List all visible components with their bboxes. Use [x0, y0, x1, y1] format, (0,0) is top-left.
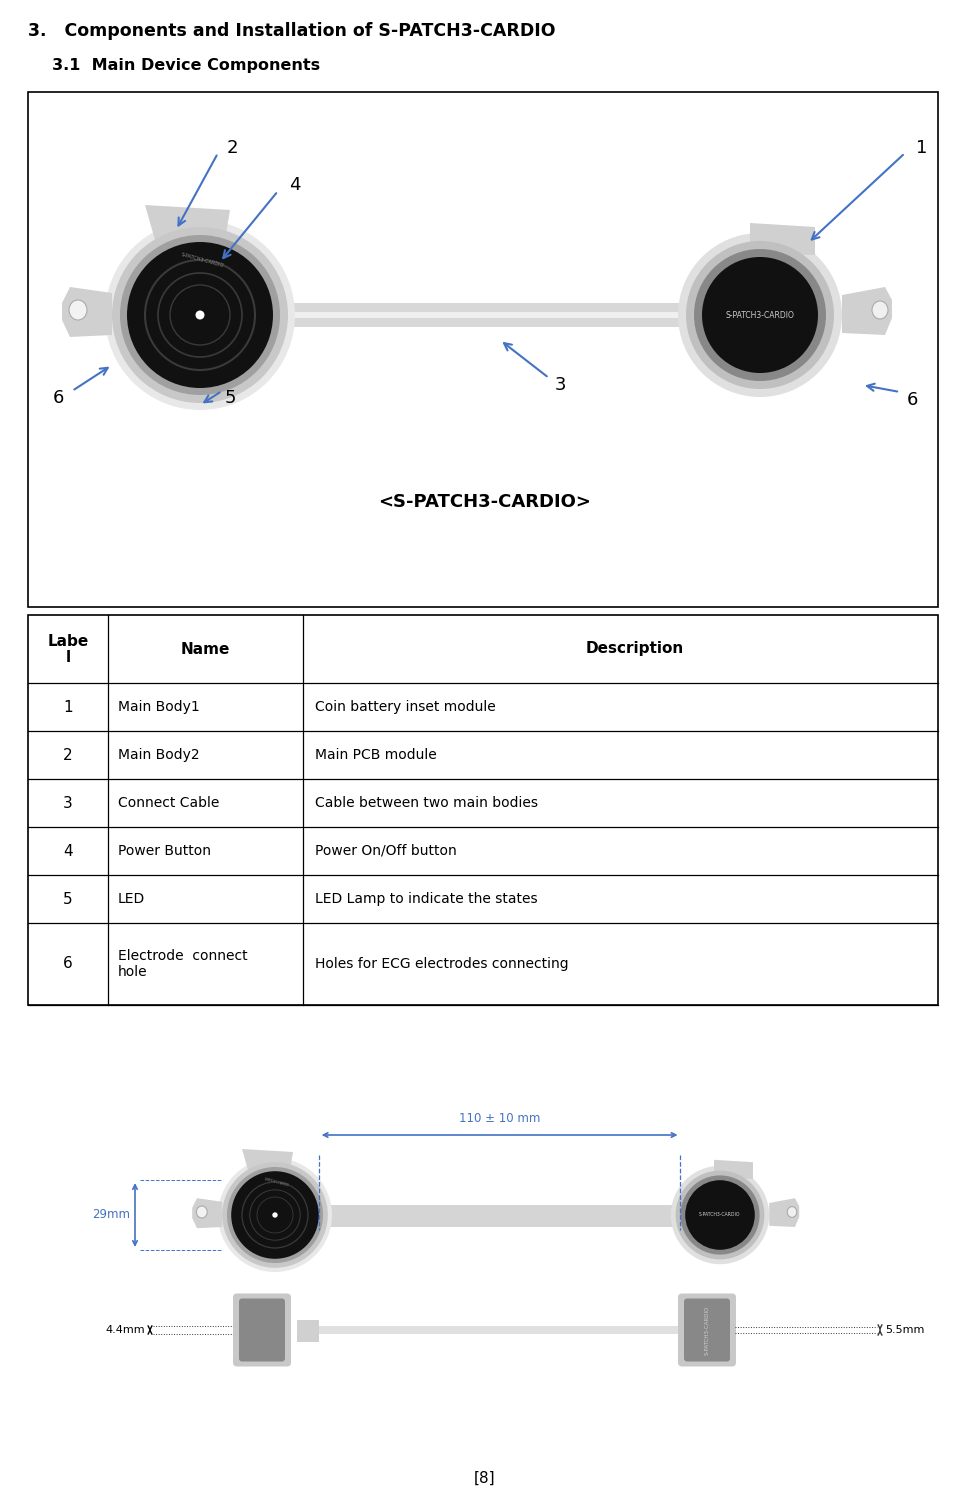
Text: l: l: [65, 649, 71, 664]
Bar: [28, 615, 937, 1005]
Text: S-PATCH3-CARDIO: S-PATCH3-CARDIO: [703, 1305, 708, 1354]
Text: 29mm: 29mm: [92, 1208, 130, 1221]
Text: Name: Name: [180, 642, 230, 657]
Text: 5.5mm: 5.5mm: [884, 1324, 923, 1335]
Text: <S-PATCH3-CARDIO>: <S-PATCH3-CARDIO>: [378, 493, 591, 511]
Bar: [689, 1320, 711, 1342]
Text: Main Body1: Main Body1: [118, 700, 200, 714]
Circle shape: [111, 227, 288, 403]
FancyBboxPatch shape: [269, 303, 697, 327]
FancyBboxPatch shape: [677, 1293, 735, 1366]
Circle shape: [105, 219, 295, 411]
Text: Power Button: Power Button: [118, 844, 211, 858]
Text: 5: 5: [224, 390, 235, 408]
Circle shape: [677, 233, 841, 397]
Ellipse shape: [787, 1206, 796, 1217]
Text: Electrode  connect
hole: Electrode connect hole: [118, 950, 247, 979]
Text: 1: 1: [916, 139, 926, 157]
Text: 3.   Components and Installation of S-PATCH3-CARDIO: 3. Components and Installation of S-PATC…: [28, 22, 555, 40]
Text: Coin battery inset module: Coin battery inset module: [315, 700, 495, 714]
Text: 6: 6: [905, 391, 917, 409]
Circle shape: [674, 1171, 764, 1260]
Ellipse shape: [69, 300, 87, 320]
Polygon shape: [62, 287, 111, 337]
Text: LED Lamp to indicate the states: LED Lamp to indicate the states: [315, 891, 537, 906]
Text: 3: 3: [553, 376, 565, 394]
Text: S-PATCH3-CARDIO: S-PATCH3-CARDIO: [699, 1212, 740, 1217]
Text: 110 ± 10 mm: 110 ± 10 mm: [458, 1112, 540, 1126]
Text: Cable between two main bodies: Cable between two main bodies: [315, 796, 538, 811]
Circle shape: [671, 1166, 768, 1265]
Text: Connect Cable: Connect Cable: [118, 796, 219, 811]
Text: [8]: [8]: [474, 1471, 495, 1486]
Text: 5: 5: [63, 891, 73, 906]
Polygon shape: [241, 1150, 293, 1171]
Text: 4: 4: [289, 176, 300, 194]
Text: Description: Description: [584, 642, 683, 657]
Circle shape: [679, 1175, 759, 1254]
Text: 3: 3: [63, 796, 73, 811]
Circle shape: [218, 1159, 331, 1272]
Text: LED: LED: [118, 891, 145, 906]
Text: S-PATCH3-CARDIO: S-PATCH3-CARDIO: [263, 1176, 289, 1187]
Text: Labe: Labe: [47, 633, 88, 648]
Circle shape: [685, 240, 833, 390]
Circle shape: [702, 257, 817, 373]
Circle shape: [693, 249, 826, 381]
Polygon shape: [713, 1160, 752, 1179]
Text: 3.1  Main Device Components: 3.1 Main Device Components: [52, 58, 320, 73]
FancyBboxPatch shape: [233, 1293, 291, 1366]
Text: 4: 4: [63, 844, 73, 858]
Text: Main Body2: Main Body2: [118, 748, 200, 761]
Text: Holes for ECG electrodes connecting: Holes for ECG electrodes connecting: [315, 957, 568, 970]
Polygon shape: [192, 1199, 222, 1229]
Bar: [28, 93, 937, 608]
Text: 2: 2: [226, 139, 237, 157]
FancyBboxPatch shape: [683, 1299, 730, 1362]
Text: 4.4mm: 4.4mm: [106, 1324, 144, 1335]
Text: Power On/Off button: Power On/Off button: [315, 844, 456, 858]
Polygon shape: [144, 205, 230, 240]
FancyBboxPatch shape: [317, 1205, 682, 1227]
Text: S-PATCH3-CARDIO: S-PATCH3-CARDIO: [725, 311, 794, 320]
Text: 2: 2: [63, 748, 73, 763]
Circle shape: [227, 1168, 323, 1263]
Bar: [315, 1326, 689, 1335]
FancyBboxPatch shape: [238, 1299, 285, 1362]
Ellipse shape: [871, 302, 887, 320]
Circle shape: [120, 234, 280, 396]
Circle shape: [222, 1162, 328, 1268]
Text: Main PCB module: Main PCB module: [315, 748, 436, 761]
Polygon shape: [768, 1199, 798, 1227]
Circle shape: [272, 1212, 277, 1218]
Circle shape: [196, 311, 204, 320]
Text: 1: 1: [63, 700, 73, 715]
Bar: [278, 312, 688, 318]
Bar: [297, 1320, 319, 1342]
Text: S-PATCH3-CARDIO: S-PATCH3-CARDIO: [179, 252, 224, 269]
Circle shape: [127, 242, 272, 388]
Text: 6: 6: [52, 390, 64, 408]
Polygon shape: [841, 287, 891, 334]
Circle shape: [231, 1171, 319, 1259]
Text: 6: 6: [63, 957, 73, 972]
Ellipse shape: [196, 1206, 207, 1218]
Circle shape: [684, 1179, 754, 1250]
Polygon shape: [749, 222, 814, 255]
